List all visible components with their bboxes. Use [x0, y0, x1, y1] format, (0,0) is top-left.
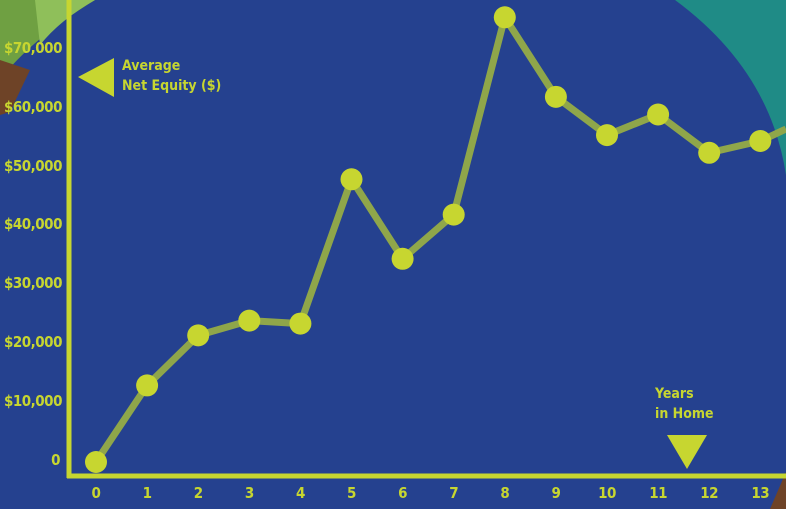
- x-tick-label: 5: [347, 484, 356, 502]
- data-point-6: [391, 247, 414, 270]
- data-point-13: [749, 129, 772, 152]
- x-tick-label: 8: [500, 484, 510, 502]
- data-point-1: [136, 374, 159, 397]
- data-point-11: [647, 103, 670, 126]
- x-tick-label: 3: [244, 484, 254, 502]
- y-tick-label: $40,000: [4, 215, 62, 234]
- x-tick-label: 13: [751, 484, 770, 502]
- y-tick-label: $60,000: [4, 97, 62, 116]
- data-point-5: [340, 168, 363, 191]
- x-tick-label: 11: [649, 484, 667, 502]
- x-axis-label: Years in Home: [655, 384, 714, 424]
- x-tick-label: 6: [398, 484, 408, 502]
- x-tick-label: 10: [598, 484, 616, 502]
- y-axis-label: Average Net Equity ($): [122, 56, 221, 96]
- data-point-4: [289, 312, 312, 335]
- y-tick-label: $50,000: [4, 156, 62, 175]
- x-tick-label: 7: [449, 484, 459, 502]
- y-tick-label: $20,000: [4, 333, 62, 352]
- x-tick-label: 9: [551, 484, 561, 502]
- decoration-teal-arc: [675, 0, 786, 175]
- x-tick-label: 1: [142, 484, 152, 502]
- x-tick-label: 0: [91, 484, 101, 502]
- y-axis-label-arrow-icon: [78, 58, 114, 97]
- data-point-9: [544, 85, 567, 108]
- decoration-top-left: [0, 0, 95, 115]
- data-point-10: [596, 124, 618, 147]
- decoration-bottom-right: [770, 472, 786, 509]
- data-point-3: [238, 309, 261, 332]
- y-tick-label: $30,000: [4, 274, 62, 293]
- x-tick-label: 2: [193, 484, 203, 502]
- y-tick-label: 0: [51, 451, 60, 469]
- data-point-0: [85, 451, 107, 473]
- x-axis-label-line-1: Years: [655, 386, 694, 402]
- data-point-12: [698, 141, 721, 164]
- data-point-2: [187, 324, 210, 347]
- y-tick-label: $70,000: [4, 38, 62, 57]
- y-axis-label-line-1: Average: [122, 58, 181, 74]
- x-axis-label-arrow-icon: [667, 435, 707, 469]
- data-point-8: [493, 6, 516, 29]
- data-point-7: [442, 203, 465, 226]
- x-tick-label: 12: [700, 484, 719, 502]
- y-tick-label: $10,000: [4, 392, 62, 411]
- x-tick-label: 4: [295, 484, 305, 502]
- y-axis-label-line-2: Net Equity ($): [122, 78, 222, 94]
- x-axis-label-line-2: in Home: [655, 406, 714, 422]
